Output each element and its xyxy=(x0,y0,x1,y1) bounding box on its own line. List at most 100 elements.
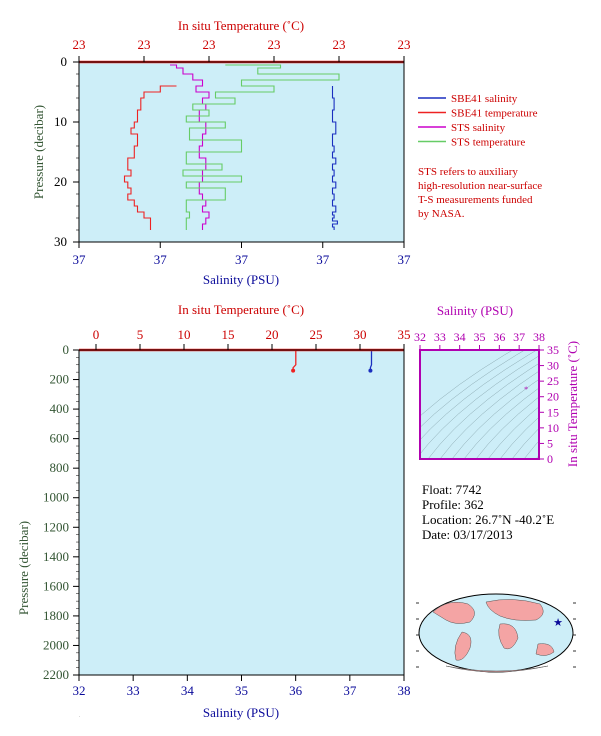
legend: SBE41 salinity SBE41 temperature STS salin… xyxy=(418,93,542,220)
bottom-sal-tick-label: 38 xyxy=(398,683,411,698)
top-temp-title: In situ Temperature (˚C) xyxy=(178,18,304,33)
top-sal-label: Salinity (PSU) xyxy=(203,272,279,287)
bottom-panel: 0 5 10 15 20 25 30 35 32 33 34 35 36 37 38 0 200 400 600… xyxy=(16,302,411,720)
ts-density-contour xyxy=(523,440,539,459)
top-series-line xyxy=(331,86,338,230)
bottom-temp-tick-label: 35 xyxy=(398,327,411,342)
bottom-sal-ticks: 32 33 34 35 36 37 38 xyxy=(73,675,411,698)
ts-density-contour xyxy=(451,378,539,459)
legend-label: SBE41 temperature xyxy=(451,108,538,120)
top-sal-tick-label: 37 xyxy=(154,252,168,267)
ts-temp-label: In situ Temperature (˚C) xyxy=(565,341,580,467)
ts-temp-tick-label: 20 xyxy=(547,390,559,404)
bottom-pressure-tick-label: 2000 xyxy=(43,637,69,652)
ts-density-contours xyxy=(420,350,539,459)
ts-plot-area xyxy=(420,350,539,459)
map-float-marker: ★ xyxy=(553,617,563,629)
top-temp-tick-label: 23 xyxy=(333,37,346,52)
bottom-sal-tick-label: 35 xyxy=(235,683,248,698)
ts-sal-title: Salinity (PSU) xyxy=(437,303,513,318)
bottom-pressure-tick-label: 0 xyxy=(63,342,70,357)
bottom-series-end-dot xyxy=(368,368,373,373)
bottom-temp-tick-label: 5 xyxy=(137,327,144,342)
ts-density-contour xyxy=(420,355,539,455)
bottom-temp-tick-label: 0 xyxy=(93,327,100,342)
legend-note-line: STS refers to auxiliary xyxy=(418,166,518,178)
ts-point: * xyxy=(524,385,528,394)
bottom-temp-title: In situ Temperature (˚C) xyxy=(178,302,304,317)
bottom-pressure-tick-label: 200 xyxy=(50,372,70,387)
map-lat-ticks xyxy=(416,602,576,668)
bottom-sal-label: Salinity (PSU) xyxy=(203,705,279,720)
ts-sal-tick-label: 32 xyxy=(414,330,426,344)
bottom-pressure-tick-label: 800 xyxy=(50,460,70,475)
bottom-sal-tick-label: 34 xyxy=(181,683,195,698)
bottom-temp-tick-label: 25 xyxy=(310,327,323,342)
info-location: Location: 26.7˚N -40.2˚E xyxy=(422,512,554,527)
ts-density-contour xyxy=(463,387,539,459)
map-land-africa xyxy=(498,623,519,650)
legend-note-line: T-S measurements funded xyxy=(418,194,533,206)
top-temp-tick-label: 23 xyxy=(268,37,281,52)
bottom-pressure-tick-label: 1400 xyxy=(43,549,69,564)
ts-density-contour xyxy=(420,350,538,441)
ts-density-contour xyxy=(487,406,539,459)
bottom-temp-tick-label: 30 xyxy=(354,327,367,342)
ts-density-contour xyxy=(475,396,539,459)
top-series-line xyxy=(170,64,210,230)
ts-points: * xyxy=(524,385,528,394)
bottom-pressure-tick-label: 1000 xyxy=(43,490,69,505)
bottom-plot-area xyxy=(79,350,404,675)
bottom-series-end-dot xyxy=(291,368,296,373)
ts-density-contour xyxy=(499,416,539,459)
ts-temp-tick-label: 35 xyxy=(547,343,559,357)
bottom-sal-tick-label: 37 xyxy=(343,683,357,698)
bottom-sal-tick-label: 33 xyxy=(127,683,140,698)
footer-mark: · xyxy=(79,714,80,719)
bottom-pressure-ticks: 0 200 400 600 800 1000 1200 1400 1600 1800 2000 220… xyxy=(43,342,79,682)
top-pressure-label: Pressure (decibar) xyxy=(31,105,46,199)
top-pressure-tick-label: 10 xyxy=(54,114,67,129)
top-sal-tick-label: 37 xyxy=(73,252,87,267)
ts-temp-tick-label: 25 xyxy=(547,374,559,388)
info-date: Date: 03/17/2013 xyxy=(422,527,513,542)
info-float: Float: 7742 xyxy=(422,482,482,497)
legend-label: STS temperature xyxy=(451,137,525,149)
ts-sal-tick-label: 37 xyxy=(513,330,525,344)
top-temp-ticks: 23 23 23 23 23 23 xyxy=(73,37,411,62)
bottom-series-group xyxy=(291,350,373,373)
map-land-antarctica xyxy=(445,665,549,673)
ts-density-contour xyxy=(420,350,526,428)
top-sal-tick-label: 37 xyxy=(398,252,412,267)
top-series-line xyxy=(182,64,340,230)
bottom-pressure-tick-label: 1200 xyxy=(43,519,69,534)
float-info: Float: 7742 Profile: 362 Location: 26.7˚… xyxy=(422,482,554,542)
ts-density-contour xyxy=(439,370,539,459)
ts-density-contour xyxy=(511,428,539,459)
ts-temp-tick-label: 30 xyxy=(547,359,559,373)
legend-label: STS salinity xyxy=(451,122,506,134)
bottom-pressure-tick-label: 2200 xyxy=(43,667,69,682)
map-land-australia xyxy=(535,643,555,656)
map-land-south-america xyxy=(454,631,472,661)
ts-sal-tick-label: 35 xyxy=(474,330,486,344)
top-pressure-tick-label: 30 xyxy=(54,234,67,249)
top-panel: 23 23 23 23 23 23 37 37 37 37 37 0 10 20 30 In situ … xyxy=(31,18,411,287)
bottom-sal-tick-label: 32 xyxy=(73,683,86,698)
ts-density-contour xyxy=(427,362,539,459)
ts-sal-tick-label: 36 xyxy=(493,330,505,344)
top-temp-tick-label: 23 xyxy=(138,37,151,52)
bottom-temp-tick-label: 10 xyxy=(178,327,191,342)
top-pressure-tick-label: 0 xyxy=(61,54,68,69)
map-land-eurasia xyxy=(485,599,544,621)
top-pressure-ticks: 0 10 20 30 xyxy=(54,54,79,249)
bottom-pressure-tick-label: 600 xyxy=(50,431,70,446)
bottom-pressure-tick-label: 400 xyxy=(50,401,70,416)
info-profile: Profile: 362 xyxy=(422,497,484,512)
ts-temp-tick-label: 10 xyxy=(547,421,559,435)
location-map: ★ xyxy=(416,593,576,673)
ts-sal-tick-label: 33 xyxy=(434,330,446,344)
